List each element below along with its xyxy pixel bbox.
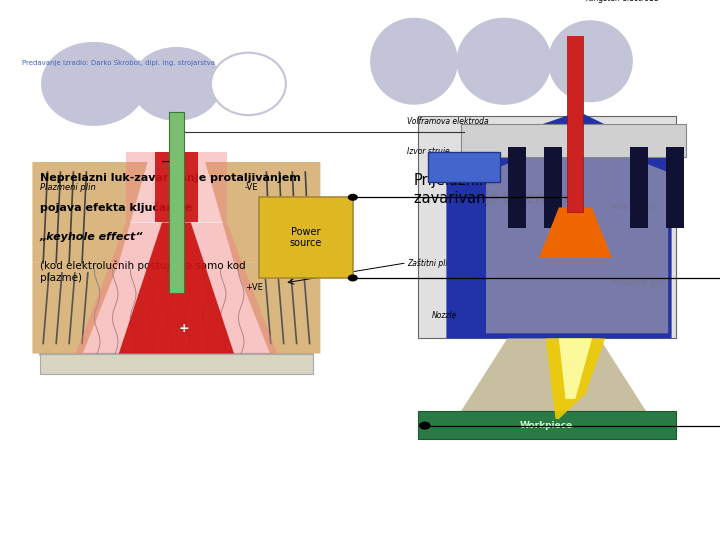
Ellipse shape [132,48,221,120]
Text: Nozzle: Nozzle [432,311,457,320]
Polygon shape [546,339,606,419]
FancyBboxPatch shape [418,411,676,439]
Circle shape [348,194,358,201]
Polygon shape [539,207,612,258]
Text: Plasma gas: Plasma gas [612,203,655,212]
Polygon shape [461,328,647,411]
Ellipse shape [457,18,551,104]
Text: +: + [179,322,189,335]
Circle shape [348,274,358,281]
Text: Plazmeni plin: Plazmeni plin [40,183,95,192]
Polygon shape [119,222,234,354]
FancyBboxPatch shape [508,147,526,227]
Polygon shape [234,263,320,354]
Text: Izvor struje: Izvor struje [407,147,449,157]
Text: Volframova elektroda: Volframova elektroda [407,117,488,126]
Text: Tungsten electrode: Tungsten electrode [585,0,659,3]
FancyBboxPatch shape [666,147,684,227]
Text: Prijelazniluk-
zavarivanje taljenjem: Prijelazniluk- zavarivanje taljenjem [414,173,572,206]
Ellipse shape [211,53,286,115]
Text: +VE: +VE [245,283,263,292]
FancyBboxPatch shape [630,147,648,227]
FancyBboxPatch shape [418,116,676,339]
FancyBboxPatch shape [544,147,562,227]
Polygon shape [155,152,198,222]
Text: „keyhole effect“: „keyhole effect“ [40,232,143,241]
FancyBboxPatch shape [567,16,582,212]
Polygon shape [32,263,119,354]
Text: Shielding gas: Shielding gas [612,279,663,287]
Polygon shape [446,112,672,339]
Polygon shape [205,162,320,263]
Circle shape [568,8,581,16]
Ellipse shape [371,18,457,104]
Text: (kod elektrolučnih postupaka samo kod
plazme): (kod elektrolučnih postupaka samo kod pl… [40,261,246,283]
FancyBboxPatch shape [428,152,500,182]
FancyBboxPatch shape [461,124,686,157]
Text: Power
source: Power source [290,227,322,248]
Polygon shape [32,162,148,263]
Text: -VE: -VE [245,183,258,192]
FancyBboxPatch shape [259,197,353,278]
Polygon shape [126,152,227,222]
Text: Zaštitni plin: Zaštitni plin [407,258,452,267]
Ellipse shape [549,21,632,102]
Polygon shape [76,222,277,354]
FancyBboxPatch shape [40,354,313,374]
Polygon shape [486,137,668,333]
Text: Predavanje izradio: Darko Škrobot, dipl. ing. strojarstva: Predavanje izradio: Darko Škrobot, dipl.… [22,59,215,66]
Ellipse shape [42,43,145,125]
Text: Neprelazni luk-zavarivanje protaljivanjem: Neprelazni luk-zavarivanje protaljivanje… [40,173,300,183]
Circle shape [419,422,431,430]
Text: −: − [161,157,171,167]
Polygon shape [40,354,313,374]
Text: Cooling water: Cooling water [612,132,665,141]
FancyBboxPatch shape [169,112,184,293]
Polygon shape [559,339,592,399]
Text: pojava efekta ključanice: pojava efekta ključanice [40,202,192,213]
Text: Workpiece: Workpiece [520,421,573,430]
